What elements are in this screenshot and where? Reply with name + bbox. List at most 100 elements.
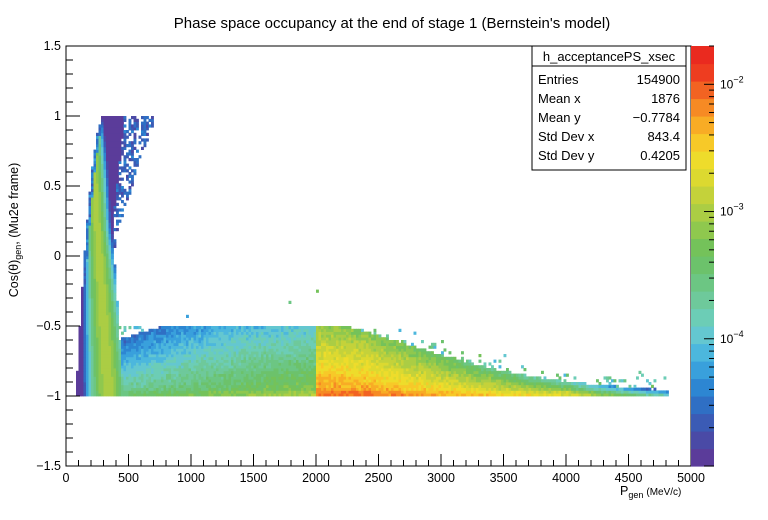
heatmap-cell [158,334,162,338]
heatmap-cell [98,270,102,274]
heatmap-cell [91,166,94,170]
heatmap-cell [373,368,377,372]
heatmap-cell [373,351,377,355]
heatmap-cell [86,328,89,332]
heatmap-cell [116,356,119,360]
heatmap-cell [98,362,102,366]
heatmap-cell [256,331,259,335]
heatmap-cell [438,393,442,397]
heatmap-cell [396,340,399,344]
heatmap-cell [106,208,109,212]
heatmap-cell [346,356,349,360]
heatmap-cell [296,382,299,386]
heatmap-cell [208,331,212,335]
heatmap-cell [78,340,82,344]
heatmap-cell [178,376,182,380]
heatmap-cell [306,384,309,388]
heatmap-cell [423,354,427,358]
heatmap-cell [161,359,164,363]
heatmap-cell [503,382,507,386]
heatmap-cell [218,354,222,358]
heatmap-cell [396,351,399,355]
heatmap-cell [241,362,244,366]
heatmap-cell [126,345,129,349]
heatmap-cell [138,362,142,366]
heatmap-cell [106,359,109,363]
heatmap-cell [243,334,247,338]
heatmap-cell [188,362,192,366]
heatmap-cell [86,233,89,237]
heatmap-cell [153,351,157,355]
heatmap-cell [108,188,112,192]
heatmap-cell [406,348,409,352]
heatmap-cell [146,393,149,397]
heatmap-cell [106,222,109,226]
heatmap-cell [413,356,417,360]
heatmap-cell [106,163,109,167]
heatmap-cell [411,368,414,372]
heatmap-cell [103,186,107,190]
heatmap-cell [103,166,107,170]
heatmap-cell [156,376,159,380]
heatmap-cell [313,373,317,377]
heatmap-cell [258,379,262,383]
heatmap-cell [98,138,102,142]
heatmap-cell [88,284,92,288]
heatmap-cell [161,393,164,397]
heatmap-cell [418,365,422,369]
heatmap-cell [163,340,167,344]
heatmap-cell [98,312,102,316]
heatmap-cell [108,155,112,159]
heatmap-cell [158,345,162,349]
heatmap-cell [133,326,137,330]
heatmap-cell [253,370,257,374]
heatmap-cell [123,342,127,346]
heatmap-cell [201,334,204,338]
heatmap-cell [401,342,404,346]
heatmap-cell [213,379,217,383]
heatmap-cell [86,382,89,386]
heatmap-cell [166,370,169,374]
heatmap-cell [476,382,479,386]
heatmap-cell [436,365,439,369]
heatmap-cell [523,393,527,397]
heatmap-cell [386,387,389,391]
heatmap-cell [143,121,147,125]
heatmap-cell [291,362,294,366]
heatmap-cell [356,356,359,360]
heatmap-cell [108,306,112,310]
heatmap-cell [326,390,329,394]
heatmap-cell [211,379,214,383]
heatmap-cell [78,382,82,386]
heatmap-cell [88,365,92,369]
heatmap-cell [196,334,199,338]
heatmap-cell [393,340,397,344]
heatmap-cell [373,384,377,388]
heatmap-cell [118,379,122,383]
heatmap-cell [206,328,209,332]
heatmap-cell [176,387,179,391]
heatmap-cell [393,382,397,386]
heatmap-cell [208,376,212,380]
heatmap-cell [193,334,197,338]
heatmap-cell [508,382,512,386]
heatmap-cell [521,376,524,380]
heatmap-cell [503,379,507,383]
heatmap-cell [406,387,409,391]
heatmap-cell [86,303,89,307]
heatmap-cell [241,356,244,360]
heatmap-cell [166,373,169,377]
heatmap-cell [266,328,269,332]
heatmap-cell [376,379,379,383]
heatmap-cell [493,384,497,388]
heatmap-cell [106,180,109,184]
heatmap-cell [156,370,159,374]
heatmap-cell [193,359,197,363]
heatmap-cell [156,382,159,386]
heatmap-cell [113,393,117,397]
heatmap-cell [478,354,482,358]
heatmap-cell [251,359,254,363]
heatmap-cell [361,348,364,352]
heatmap-cell [111,191,114,195]
heatmap-cell [98,174,102,178]
